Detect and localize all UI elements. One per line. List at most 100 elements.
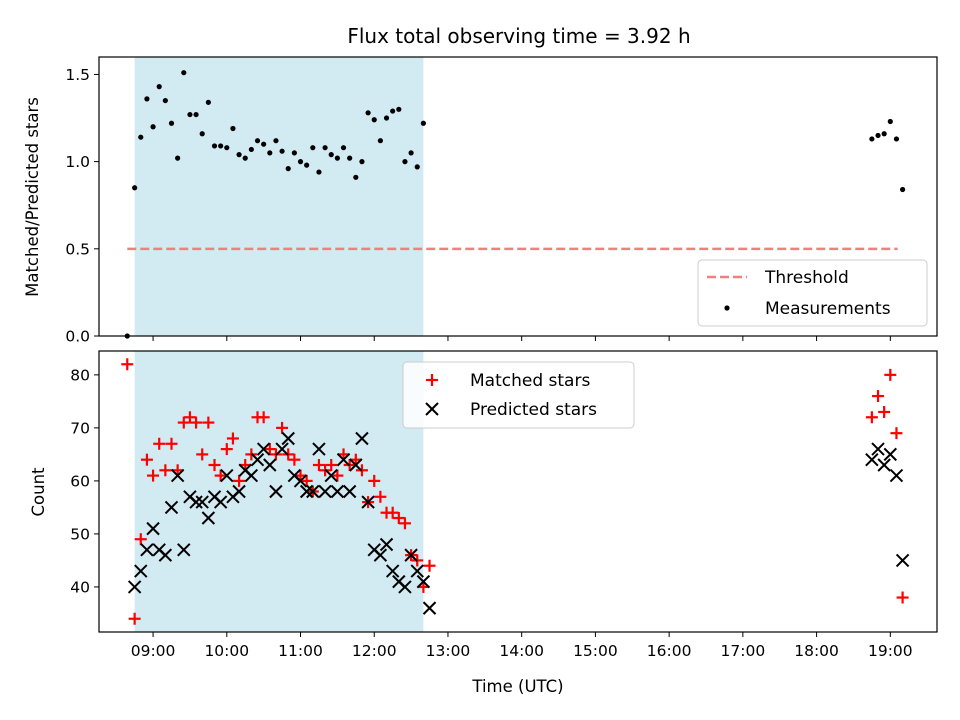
measurement-point: [193, 111, 199, 118]
observing-window-shade: [134, 351, 424, 632]
legend-predicted-swatch: [425, 402, 439, 416]
predicted-stars-point: [318, 484, 332, 499]
measurement-point: [236, 152, 242, 158]
predicted-stars-point: [895, 553, 910, 568]
measurement-point: [408, 150, 414, 156]
matched-stars-point: [300, 474, 313, 487]
predicted-stars-point: [422, 601, 437, 615]
predicted-stars-point: [269, 484, 283, 499]
measurement-point: [248, 146, 254, 153]
predicted-stars-point: [312, 442, 326, 456]
predicted-stars-point: [232, 484, 246, 499]
predicted-stars-point: [158, 548, 173, 562]
y-axis-ticks: 0.0 0.5 1.0 1.5: [65, 66, 99, 346]
matched-stars-point: [263, 443, 276, 456]
predicted-stars-point: [373, 548, 388, 562]
x-tick-label: 15:00: [573, 642, 618, 660]
y-tick-label: 80: [70, 366, 90, 384]
measurement-point: [359, 159, 365, 165]
measurement-point: [187, 111, 193, 118]
measurement-point: [175, 155, 181, 161]
measurement-point: [899, 186, 906, 193]
matched-stars-point: [140, 453, 153, 466]
measurement-point: [168, 120, 175, 126]
predicted-stars-point: [201, 511, 216, 525]
predicted-stars-point: [134, 564, 148, 578]
measurement-point: [279, 148, 285, 154]
matched-stars-point: [153, 437, 166, 450]
measurement-point: [365, 110, 371, 116]
measurement-point: [402, 159, 408, 165]
measurement-point: [322, 145, 328, 151]
matched-stars-point: [183, 411, 196, 424]
matched-stars-point: [159, 464, 172, 477]
predicted-stars-point: [379, 537, 394, 552]
predicted-stars-point: [883, 447, 898, 462]
measurement-point: [881, 131, 887, 137]
measurement-point: [316, 169, 322, 175]
matched-stars-point: [202, 416, 215, 429]
matched-stars-point: [312, 458, 325, 471]
matched-stars-point: [878, 405, 891, 418]
measurement-point: [291, 150, 297, 156]
y-axis-label: Matched/Predicted stars: [23, 97, 42, 297]
predicted-stars-point: [146, 521, 160, 536]
measurement-point: [211, 143, 218, 149]
matched-stars-point: [374, 490, 387, 503]
count-points: [121, 358, 910, 625]
legend-box: [402, 361, 635, 429]
predicted-stars-point: [164, 500, 179, 515]
predicted-stars-point: [189, 495, 203, 509]
legend-predicted-label: Predicted stars: [470, 400, 597, 420]
measurement-point: [224, 145, 230, 151]
predicted-stars-point: [275, 442, 289, 456]
measurement-point: [310, 145, 316, 151]
y-tick-label: 1.5: [65, 66, 90, 84]
observing-window-span: [134, 351, 424, 632]
matched-stars-point: [398, 517, 411, 530]
matched-stars-point: [392, 512, 405, 525]
measurement-point: [328, 152, 334, 158]
legend-matched-label: Matched stars: [470, 371, 590, 391]
predicted-stars-point: [281, 431, 295, 446]
x-tick-label: 12:00: [352, 642, 397, 660]
predicted-stars-point: [256, 442, 271, 456]
measurement-point: [261, 141, 267, 147]
measurement-point: [230, 125, 236, 132]
x-tick-label: 18:00: [794, 642, 839, 660]
matched-stars-point: [121, 358, 134, 371]
predicted-stars-point: [889, 468, 904, 483]
predicted-stars-point: [404, 548, 418, 562]
x-tick-label: 14:00: [499, 642, 544, 660]
measurement-point: [199, 131, 205, 137]
predicted-stars-point: [299, 484, 314, 499]
measurement-point: [390, 108, 396, 114]
matched-stars-point: [884, 368, 897, 381]
matched-stars-point: [865, 411, 878, 424]
predicted-stars-point: [416, 574, 431, 589]
measurement-point: [347, 155, 353, 161]
matched-stars-point: [233, 474, 246, 487]
legend-matched-swatch: [426, 374, 438, 386]
matched-stars-point: [325, 458, 338, 471]
predicted-stars-point: [355, 431, 369, 446]
measurement-point: [162, 97, 168, 104]
measurement-point: [371, 117, 377, 123]
x-axis-label: Time (UTC): [471, 677, 563, 696]
predicted-stars-point: [177, 543, 191, 557]
y-tick-label: 0.5: [65, 240, 90, 258]
measurement-point: [205, 99, 211, 105]
predicted-stars-point: [263, 458, 277, 472]
x-tick-label: 19:00: [868, 642, 913, 660]
measurement-point: [396, 106, 402, 112]
predicted-stars-point: [877, 458, 891, 472]
predicted-stars-point: [213, 495, 228, 509]
measurement-point: [377, 138, 383, 144]
predicted-stars-point: [324, 468, 338, 483]
predicted-stars-point: [385, 564, 400, 578]
measurement-point: [218, 143, 224, 149]
measurement-point: [242, 155, 248, 161]
measurement-point: [893, 136, 900, 142]
predicted-stars-point: [349, 458, 363, 472]
predicted-stars-point: [398, 580, 412, 594]
